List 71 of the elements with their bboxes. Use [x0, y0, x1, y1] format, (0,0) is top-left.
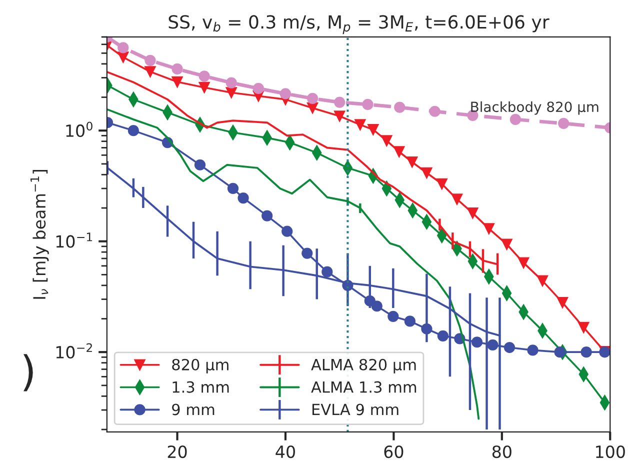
- y-tick-label: 10$^{−2}$: [56, 343, 92, 359]
- point: [421, 167, 432, 178]
- point: [371, 300, 382, 312]
- point: [144, 66, 156, 78]
- point: [322, 266, 333, 278]
- legend-label: 9 mm: [172, 404, 214, 416]
- point: [172, 63, 183, 75]
- point: [226, 87, 237, 98]
- x-tick-label: 100: [596, 445, 625, 458]
- point: [404, 316, 416, 327]
- legend-label: 820 μm: [172, 358, 228, 374]
- text: ): [24, 354, 33, 392]
- point: [302, 248, 313, 259]
- point: [198, 82, 210, 94]
- point: [198, 70, 210, 82]
- legend-label: ALMA 820 μm: [311, 358, 416, 374]
- point: [334, 110, 346, 122]
- point: [388, 310, 399, 322]
- y-axis-title: I$_{ν}$ [mJy beam$^{−1}$]: [30, 170, 49, 299]
- point: [381, 135, 392, 146]
- point: [394, 146, 405, 158]
- point: [578, 322, 590, 333]
- point: [527, 344, 538, 356]
- x-tick-label: 20: [168, 445, 187, 458]
- point: [194, 159, 206, 170]
- point: [536, 275, 548, 286]
- annotation: Blackbody 820 μm: [471, 101, 598, 115]
- chart-title: SS, v$_{b}$ = 0.3 m/s, M$_{p}$ = 3M$_{E}$, t=6.0E+06 yr: [168, 15, 550, 34]
- point: [483, 223, 494, 234]
- point: [306, 102, 318, 114]
- point: [487, 339, 498, 350]
- point: [144, 54, 156, 66]
- point: [362, 98, 374, 110]
- legend-label: 1.3 mm: [172, 381, 229, 393]
- point: [467, 207, 478, 219]
- point: [451, 194, 463, 205]
- point: [368, 124, 379, 136]
- point: [172, 76, 183, 88]
- point: [471, 336, 483, 348]
- x-tick-label: 40: [276, 445, 295, 458]
- x-tick-label: 80: [492, 445, 512, 458]
- point: [518, 257, 530, 268]
- point: [238, 192, 249, 204]
- point: [436, 178, 448, 190]
- x-tick-label: 60: [384, 445, 404, 458]
- legend-label: EVLA 9 mm: [312, 404, 398, 416]
- point: [280, 88, 292, 100]
- point: [354, 119, 366, 130]
- point: [394, 102, 406, 113]
- point: [437, 330, 448, 342]
- point: [252, 82, 264, 94]
- point: [118, 52, 129, 63]
- point: [282, 226, 293, 237]
- point: [554, 346, 566, 358]
- point: [306, 92, 318, 104]
- legend-label: ALMA 1.3 mm: [311, 381, 416, 393]
- point: [504, 342, 516, 354]
- point: [262, 210, 273, 222]
- point: [429, 106, 440, 117]
- point: [556, 297, 568, 308]
- point: [501, 238, 512, 250]
- point: [334, 96, 346, 108]
- point: [580, 346, 592, 358]
- point: [227, 182, 239, 194]
- y-tick-label: 10$^{0}$: [66, 122, 92, 138]
- point: [128, 125, 139, 136]
- y-tick-label: 10$^{−1}$: [56, 232, 92, 248]
- point: [226, 77, 237, 88]
- point: [558, 118, 570, 129]
- point: [118, 42, 129, 54]
- point: [406, 156, 418, 168]
